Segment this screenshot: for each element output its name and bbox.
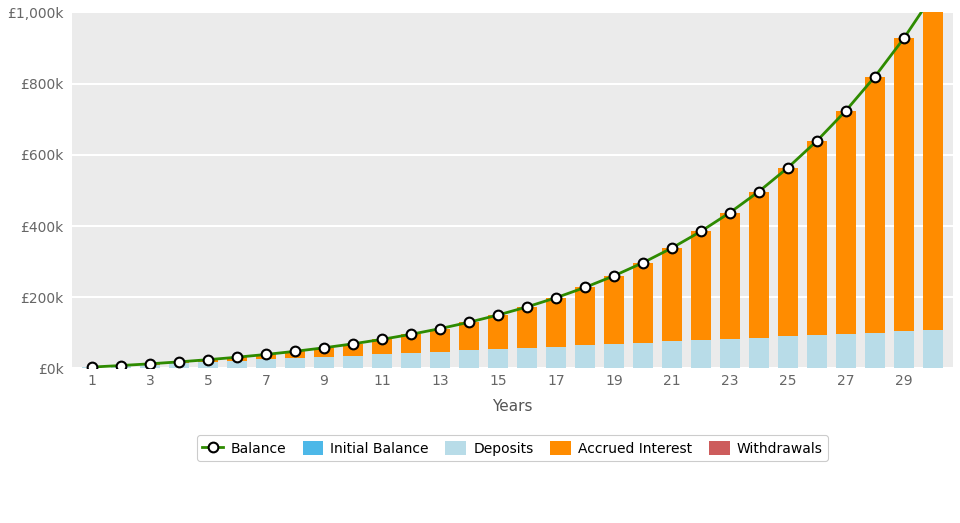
Bar [256, 355, 276, 359]
Bar [459, 350, 479, 368]
Bar [169, 363, 189, 368]
Bar [227, 361, 247, 368]
Bar [575, 345, 595, 368]
Bar [806, 335, 827, 368]
Bar [720, 213, 740, 339]
Bar [285, 351, 305, 358]
Bar [604, 276, 624, 344]
Bar [575, 288, 595, 345]
Bar [256, 359, 276, 368]
Bar [749, 338, 769, 368]
Bar [198, 362, 218, 368]
Bar [343, 344, 363, 356]
Bar [285, 358, 305, 368]
Bar [111, 366, 132, 368]
Bar [690, 340, 711, 368]
Bar [430, 328, 450, 352]
Bar [894, 331, 914, 368]
Bar [140, 364, 160, 365]
Bar [720, 339, 740, 368]
Bar [894, 38, 914, 331]
Bar [314, 357, 334, 368]
Bar [690, 231, 711, 340]
Bar [343, 356, 363, 368]
Bar [169, 362, 189, 363]
Bar [401, 353, 421, 368]
Bar [923, 330, 943, 368]
Bar [835, 334, 856, 368]
Bar [749, 191, 769, 338]
Bar [372, 354, 392, 368]
Bar [227, 357, 247, 361]
Bar [633, 343, 653, 368]
Bar [778, 336, 798, 368]
Bar [516, 307, 537, 348]
Bar [806, 141, 827, 335]
Bar [865, 77, 885, 333]
Bar [545, 298, 566, 347]
Bar [459, 322, 479, 350]
Bar [401, 334, 421, 353]
Bar [865, 333, 885, 368]
Bar [516, 348, 537, 368]
Bar [140, 365, 160, 368]
Bar [372, 339, 392, 354]
Bar [633, 263, 653, 343]
Bar [835, 111, 856, 334]
X-axis label: Years: Years [492, 399, 533, 414]
Bar [923, 0, 943, 330]
Bar [82, 367, 102, 368]
Bar [604, 344, 624, 368]
Bar [778, 168, 798, 336]
Bar [488, 349, 508, 368]
Bar [430, 352, 450, 368]
Bar [545, 347, 566, 368]
Bar [661, 342, 682, 368]
Bar [488, 315, 508, 349]
Bar [198, 360, 218, 362]
Legend: Balance, Initial Balance, Deposits, Accrued Interest, Withdrawals: Balance, Initial Balance, Deposits, Accr… [197, 435, 828, 461]
Bar [661, 248, 682, 342]
Bar [314, 348, 334, 357]
